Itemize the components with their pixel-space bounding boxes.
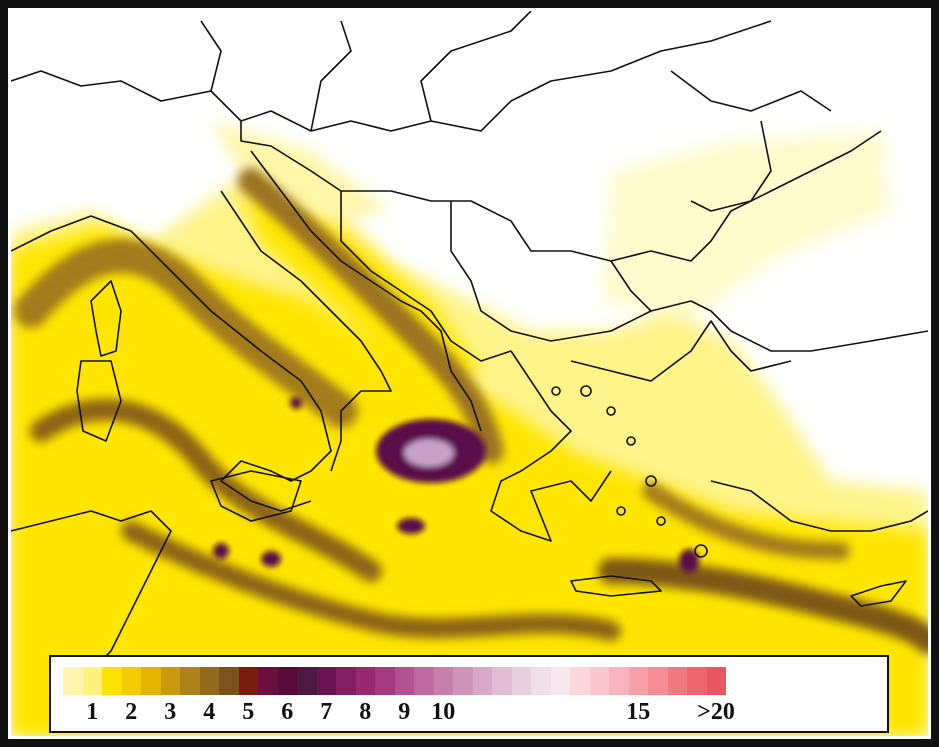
- legend-swatch: [63, 667, 83, 695]
- legend-swatch: [375, 667, 395, 695]
- legend-swatch: [121, 667, 141, 695]
- color-swatches: [63, 667, 726, 695]
- legend-swatch: [589, 667, 609, 695]
- precipitation-map: [11, 11, 928, 736]
- legend-swatch: [433, 667, 453, 695]
- legend-swatch: [531, 667, 551, 695]
- legend-tick-label: 3: [164, 699, 177, 725]
- legend-swatch: [648, 667, 668, 695]
- legend-swatch: [336, 667, 356, 695]
- legend-tick-label: 8: [359, 699, 372, 725]
- legend-swatch: [414, 667, 434, 695]
- legend-swatch: [219, 667, 239, 695]
- legend-tick-label: 4: [203, 699, 216, 725]
- legend-swatch: [238, 667, 258, 695]
- borders: [11, 11, 928, 672]
- legend-swatch: [472, 667, 492, 695]
- legend-swatch: [609, 667, 629, 695]
- legend-swatch: [511, 667, 531, 695]
- legend-swatch: [550, 667, 570, 695]
- legend-swatch: [160, 667, 180, 695]
- legend-tick-label: 1: [86, 699, 99, 725]
- legend-swatch: [316, 667, 336, 695]
- legend-swatch: [492, 667, 512, 695]
- legend-swatch: [706, 667, 726, 695]
- legend-tick-label: 5: [242, 699, 255, 725]
- legend-tick-label: 7: [320, 699, 333, 725]
- legend-swatch: [355, 667, 375, 695]
- legend-tick-label: 15: [626, 699, 651, 725]
- legend-tick-label: >20: [697, 699, 735, 725]
- legend-tick-label: 2: [125, 699, 138, 725]
- purple-core: [213, 397, 699, 573]
- legend-swatch: [628, 667, 648, 695]
- legend-tick-label: 10: [431, 699, 456, 725]
- legend-tick-label: 9: [398, 699, 411, 725]
- color-scale-legend: 1 2 3 4 5 6 7 8 9 10 15 >20: [49, 655, 889, 733]
- legend-swatch: [687, 667, 707, 695]
- legend-swatch: [570, 667, 590, 695]
- legend-swatch: [258, 667, 278, 695]
- legend-swatch: [297, 667, 317, 695]
- legend-swatch: [82, 667, 102, 695]
- legend-swatch: [180, 667, 200, 695]
- legend-swatch: [453, 667, 473, 695]
- legend-tick-label: 6: [281, 699, 294, 725]
- legend-swatch: [199, 667, 219, 695]
- map-panel: 1 2 3 4 5 6 7 8 9 10 15 >20: [8, 8, 931, 739]
- legend-swatch: [277, 667, 297, 695]
- legend-swatch: [394, 667, 414, 695]
- legend-swatch: [102, 667, 122, 695]
- legend-swatch: [667, 667, 687, 695]
- legend-swatch: [141, 667, 161, 695]
